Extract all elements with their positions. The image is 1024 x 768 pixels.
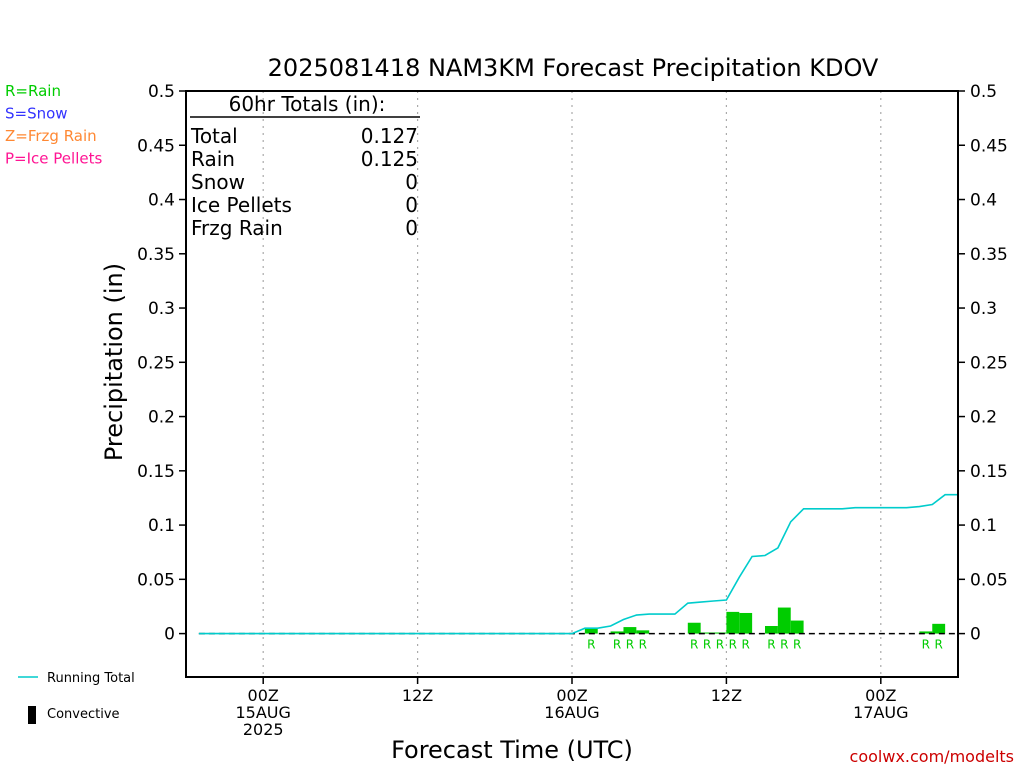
y-tick-label-left: 0.4 <box>148 191 175 211</box>
y-tick-label-left: 0.2 <box>148 408 175 428</box>
totals-row-value: 0.127 <box>361 124 418 148</box>
totals-box: 60hr Totals (in): Total 0.127 Rain 0.125 Sno… <box>190 92 420 240</box>
totals-row-label: Total <box>190 124 238 148</box>
series-legend: Running Total Convective <box>18 671 135 724</box>
chart-title: 2025081418 NAM3KM Forecast Precipitation… <box>268 54 879 82</box>
x-tick-label: 17AUG <box>853 703 908 722</box>
precip-type-label: R <box>626 638 634 652</box>
y-axis-label: Precipitation (in) <box>100 263 128 461</box>
x-tick-label: 16AUG <box>544 703 599 722</box>
precip-bar <box>932 623 946 634</box>
watermark: coolwx.com/modelts <box>850 747 1014 766</box>
precip-bar <box>636 630 650 634</box>
totals-row-value: 0 <box>405 170 418 194</box>
precip-type-label: R <box>935 638 943 652</box>
precip-bar <box>790 620 804 634</box>
x-tick-label: 00Z <box>865 686 896 705</box>
totals-row-value: 0 <box>405 193 418 217</box>
precip-bar <box>700 632 714 634</box>
x-tick-label: 2025 <box>243 720 284 739</box>
totals-rows: Total 0.127 Rain 0.125 Snow 0 Ice Pellets 0 Frzg… <box>190 124 418 240</box>
x-tick-label: 00Z <box>248 686 279 705</box>
y-tick-label-left: 0.15 <box>137 462 175 482</box>
y-tick-label-left: 0.1 <box>148 516 175 536</box>
y-tick-label-left: 0.5 <box>148 82 175 102</box>
precip-type-label: R <box>613 638 621 652</box>
legend-label: Convective <box>47 707 120 722</box>
totals-row-label: Snow <box>191 170 245 194</box>
precip-type-legend-item: P=Ice Pellets <box>5 150 102 168</box>
precip-bars <box>584 607 946 634</box>
y-tick-label-right: 0.4 <box>970 191 997 211</box>
x-tick-label: 00Z <box>556 686 587 705</box>
y-tick-label-right: 0.25 <box>970 353 1008 373</box>
precip-type-legend-item: R=Rain <box>5 82 61 100</box>
y-tick-label-right: 0.5 <box>970 82 997 102</box>
y-tick-label-right: 0.45 <box>970 136 1008 156</box>
legend-label: Running Total <box>47 671 135 686</box>
precip-type-label: R <box>767 638 775 652</box>
precip-type-label: R <box>690 638 698 652</box>
precip-type-label: R <box>780 638 788 652</box>
precip-bar <box>610 631 624 634</box>
y-tick-label-left: 0 <box>164 625 175 645</box>
precip-bar <box>726 611 740 634</box>
precip-type-label: R <box>922 638 930 652</box>
running-total-series <box>198 493 958 635</box>
x-tick-label: 15AUG <box>235 703 290 722</box>
precip-bar <box>919 631 933 634</box>
precip-bar <box>777 607 791 634</box>
precip-type-label: R <box>742 638 750 652</box>
precip-bar <box>623 627 637 634</box>
running-total-line <box>198 493 958 635</box>
y-tick-label-left: 0.35 <box>137 245 175 265</box>
grid-lines <box>262 91 882 677</box>
totals-row-label: Ice Pellets <box>191 193 292 217</box>
totals-row-value: 0 <box>405 216 418 240</box>
y-tick-label-left: 0.25 <box>137 353 175 373</box>
y-tick-label-right: 0.35 <box>970 245 1008 265</box>
y-axis-ticks: 0 00.05 0.050.1 0.10.15 0.150.2 0.20.25 0.250.… <box>137 82 1008 645</box>
y-tick-label-left: 0.05 <box>137 570 175 590</box>
y-tick-label-right: 0.3 <box>970 299 997 319</box>
y-tick-label-left: 0.45 <box>137 136 175 156</box>
precip-type-legend: R=Rain S=Snow Z=Frzg Rain P=Ice Pellets <box>5 82 102 168</box>
totals-row-value: 0.125 <box>361 147 418 171</box>
x-axis-label: Forecast Time (UTC) <box>391 736 633 764</box>
precip-bar <box>739 612 753 634</box>
precip-type-label: R <box>793 638 801 652</box>
precip-bar <box>765 625 778 634</box>
precip-bar <box>584 628 598 634</box>
totals-row-label: Rain <box>191 147 235 171</box>
totals-header: 60hr Totals (in): <box>229 92 386 116</box>
precip-type-legend-item: S=Snow <box>5 105 68 123</box>
precip-bar <box>687 622 701 634</box>
totals-row-label: Frzg Rain <box>191 216 283 240</box>
precip-type-label: R <box>703 638 711 652</box>
precip-type-label: R <box>639 638 647 652</box>
y-tick-label-right: 0 <box>970 625 981 645</box>
y-tick-label-left: 0.3 <box>148 299 175 319</box>
precip-type-label: R <box>587 638 595 652</box>
legend-bar-swatch <box>28 706 36 724</box>
precip-type-legend-item: Z=Frzg Rain <box>5 127 97 145</box>
x-tick-label: 12Z <box>711 686 742 705</box>
precip-type-label: R <box>729 638 737 652</box>
y-tick-label-right: 0.05 <box>970 570 1008 590</box>
precip-type-label: R <box>716 638 724 652</box>
y-tick-label-right: 0.2 <box>970 408 997 428</box>
x-tick-label: 12Z <box>402 686 433 705</box>
y-tick-label-right: 0.1 <box>970 516 997 536</box>
y-tick-label-right: 0.15 <box>970 462 1008 482</box>
